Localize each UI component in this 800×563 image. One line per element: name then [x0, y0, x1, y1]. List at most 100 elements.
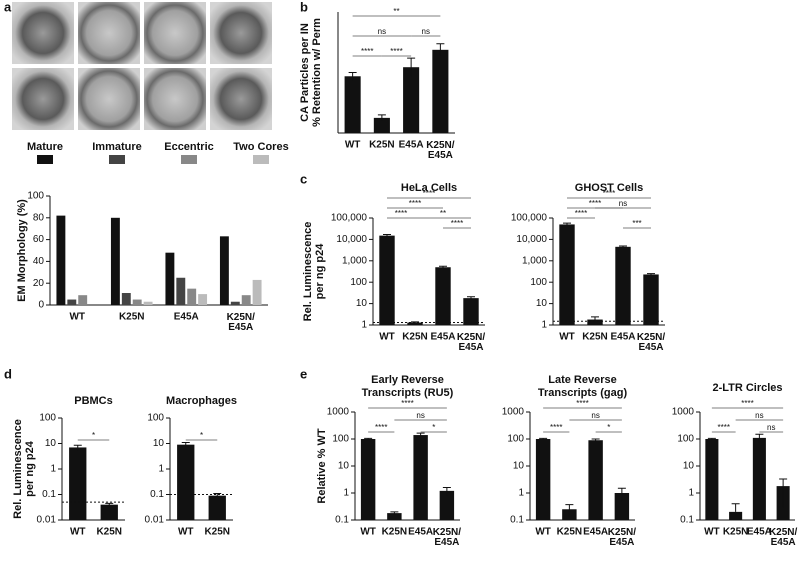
- label-line: K25N/: [426, 140, 455, 151]
- legend-label: Mature: [27, 141, 63, 153]
- x-tick-label: K25N/E45A: [433, 527, 462, 548]
- error-bar: [364, 437, 373, 440]
- significance-label: ****: [550, 423, 562, 432]
- bar: [78, 295, 88, 305]
- panel-label: c: [300, 171, 307, 186]
- x-tick-label: E45A: [430, 332, 455, 343]
- x-tick-label: K25N: [119, 312, 145, 323]
- legend-label: Eccentric: [164, 141, 214, 153]
- y-axis-label: per ng p24: [314, 243, 326, 300]
- error-bar: [779, 478, 788, 508]
- bar: [614, 493, 630, 520]
- label-line: K25N/: [608, 527, 637, 538]
- chart-title: 2-LTR Circles: [712, 382, 782, 394]
- x-tick-label: E45A: [583, 527, 608, 538]
- significance-label: ****: [409, 199, 421, 208]
- significance-label: ns: [416, 411, 424, 420]
- y-tick-label: 0.1: [510, 515, 524, 526]
- bar: [615, 246, 631, 325]
- chart-title: Late Reverse: [548, 374, 617, 386]
- y-tick-label: 10,000: [516, 234, 547, 245]
- y-tick-label: 60: [33, 234, 45, 245]
- y-tick-label: 1000: [672, 407, 695, 418]
- chart-title: Transcripts (RU5): [362, 387, 454, 399]
- significance-label: ****: [423, 189, 435, 198]
- error-bar: [755, 433, 764, 444]
- error-bar: [591, 438, 600, 442]
- y-tick-label: 100: [677, 434, 694, 445]
- label-line: E45A: [771, 537, 796, 548]
- error-bar: [731, 503, 740, 512]
- significance-label: ****: [603, 189, 615, 198]
- bar: [187, 288, 197, 305]
- y-tick-label: 0.1: [42, 489, 56, 500]
- x-tick-label: E45A: [747, 527, 772, 538]
- bar: [165, 252, 175, 305]
- y-tick-label: 40: [33, 256, 45, 267]
- error-bar: [73, 444, 82, 451]
- micrograph: [12, 2, 74, 64]
- bar: [208, 495, 226, 520]
- bar: [360, 439, 376, 520]
- panel-label: e: [300, 366, 307, 381]
- error-bar: [619, 245, 627, 248]
- y-tick-label: 1,000: [342, 255, 367, 266]
- y-tick-label: 1: [541, 320, 547, 331]
- bar: [435, 267, 451, 325]
- y-axis-label: Rel. Luminescence: [12, 419, 24, 519]
- bar: [643, 274, 659, 325]
- bar: [729, 511, 743, 520]
- y-tick-label: 10: [338, 461, 350, 472]
- x-tick-label: E45A: [610, 332, 635, 343]
- error-bar: [617, 487, 626, 502]
- y-tick-label: 20: [33, 278, 45, 289]
- y-tick-label: 10: [153, 438, 165, 449]
- y-tick-label: 1000: [502, 407, 525, 418]
- y-tick-label: 1: [50, 464, 56, 475]
- error-bar: [591, 316, 599, 324]
- x-tick-label: WT: [379, 332, 395, 343]
- y-tick-label: 100,000: [331, 213, 368, 224]
- y-tick-label: 0.01: [145, 515, 165, 526]
- y-tick-label: 10: [536, 298, 548, 309]
- y-tick-label: 100: [39, 413, 56, 424]
- x-tick-label: K25N: [369, 140, 395, 151]
- micrograph: [12, 68, 74, 130]
- significance-label: *: [607, 423, 610, 432]
- bar: [219, 236, 229, 305]
- significance-label: ***: [632, 219, 641, 228]
- significance-label: ****: [718, 423, 730, 432]
- chart-title: Transcripts (gag): [538, 387, 628, 399]
- y-axis-label: Rel. Luminescence: [302, 222, 314, 322]
- bar: [198, 294, 208, 305]
- chart-title: Macrophages: [166, 395, 237, 407]
- x-tick-label: WT: [704, 527, 720, 538]
- error-bar: [442, 486, 451, 496]
- y-tick-label: 1000: [327, 407, 350, 418]
- label-line: E45A: [228, 322, 253, 333]
- error-bar: [439, 265, 447, 269]
- significance-label: ****: [576, 399, 588, 408]
- error-bar: [539, 437, 548, 440]
- y-tick-label: 100,000: [511, 213, 548, 224]
- label-line: E45A: [428, 150, 453, 161]
- bar: [705, 439, 719, 520]
- x-tick-label: WT: [69, 312, 85, 323]
- panel-label: a: [4, 0, 12, 14]
- y-tick-label: 10,000: [336, 234, 367, 245]
- error-bar: [565, 504, 574, 517]
- label-line: E45A: [458, 342, 483, 353]
- error-bar: [390, 511, 399, 515]
- bar: [752, 437, 766, 520]
- significance-label: ns: [591, 411, 599, 420]
- label-line: K25N/: [637, 332, 666, 343]
- error-bar: [436, 43, 445, 56]
- x-tick-label: WT: [535, 527, 551, 538]
- y-tick-label: 0.01: [37, 515, 57, 526]
- significance-label: ns: [378, 27, 386, 36]
- significance-label: ****: [589, 199, 601, 208]
- x-tick-label: K25N: [96, 527, 122, 538]
- bar: [176, 277, 186, 305]
- bar: [588, 440, 603, 520]
- label-line: K25N/: [433, 527, 462, 538]
